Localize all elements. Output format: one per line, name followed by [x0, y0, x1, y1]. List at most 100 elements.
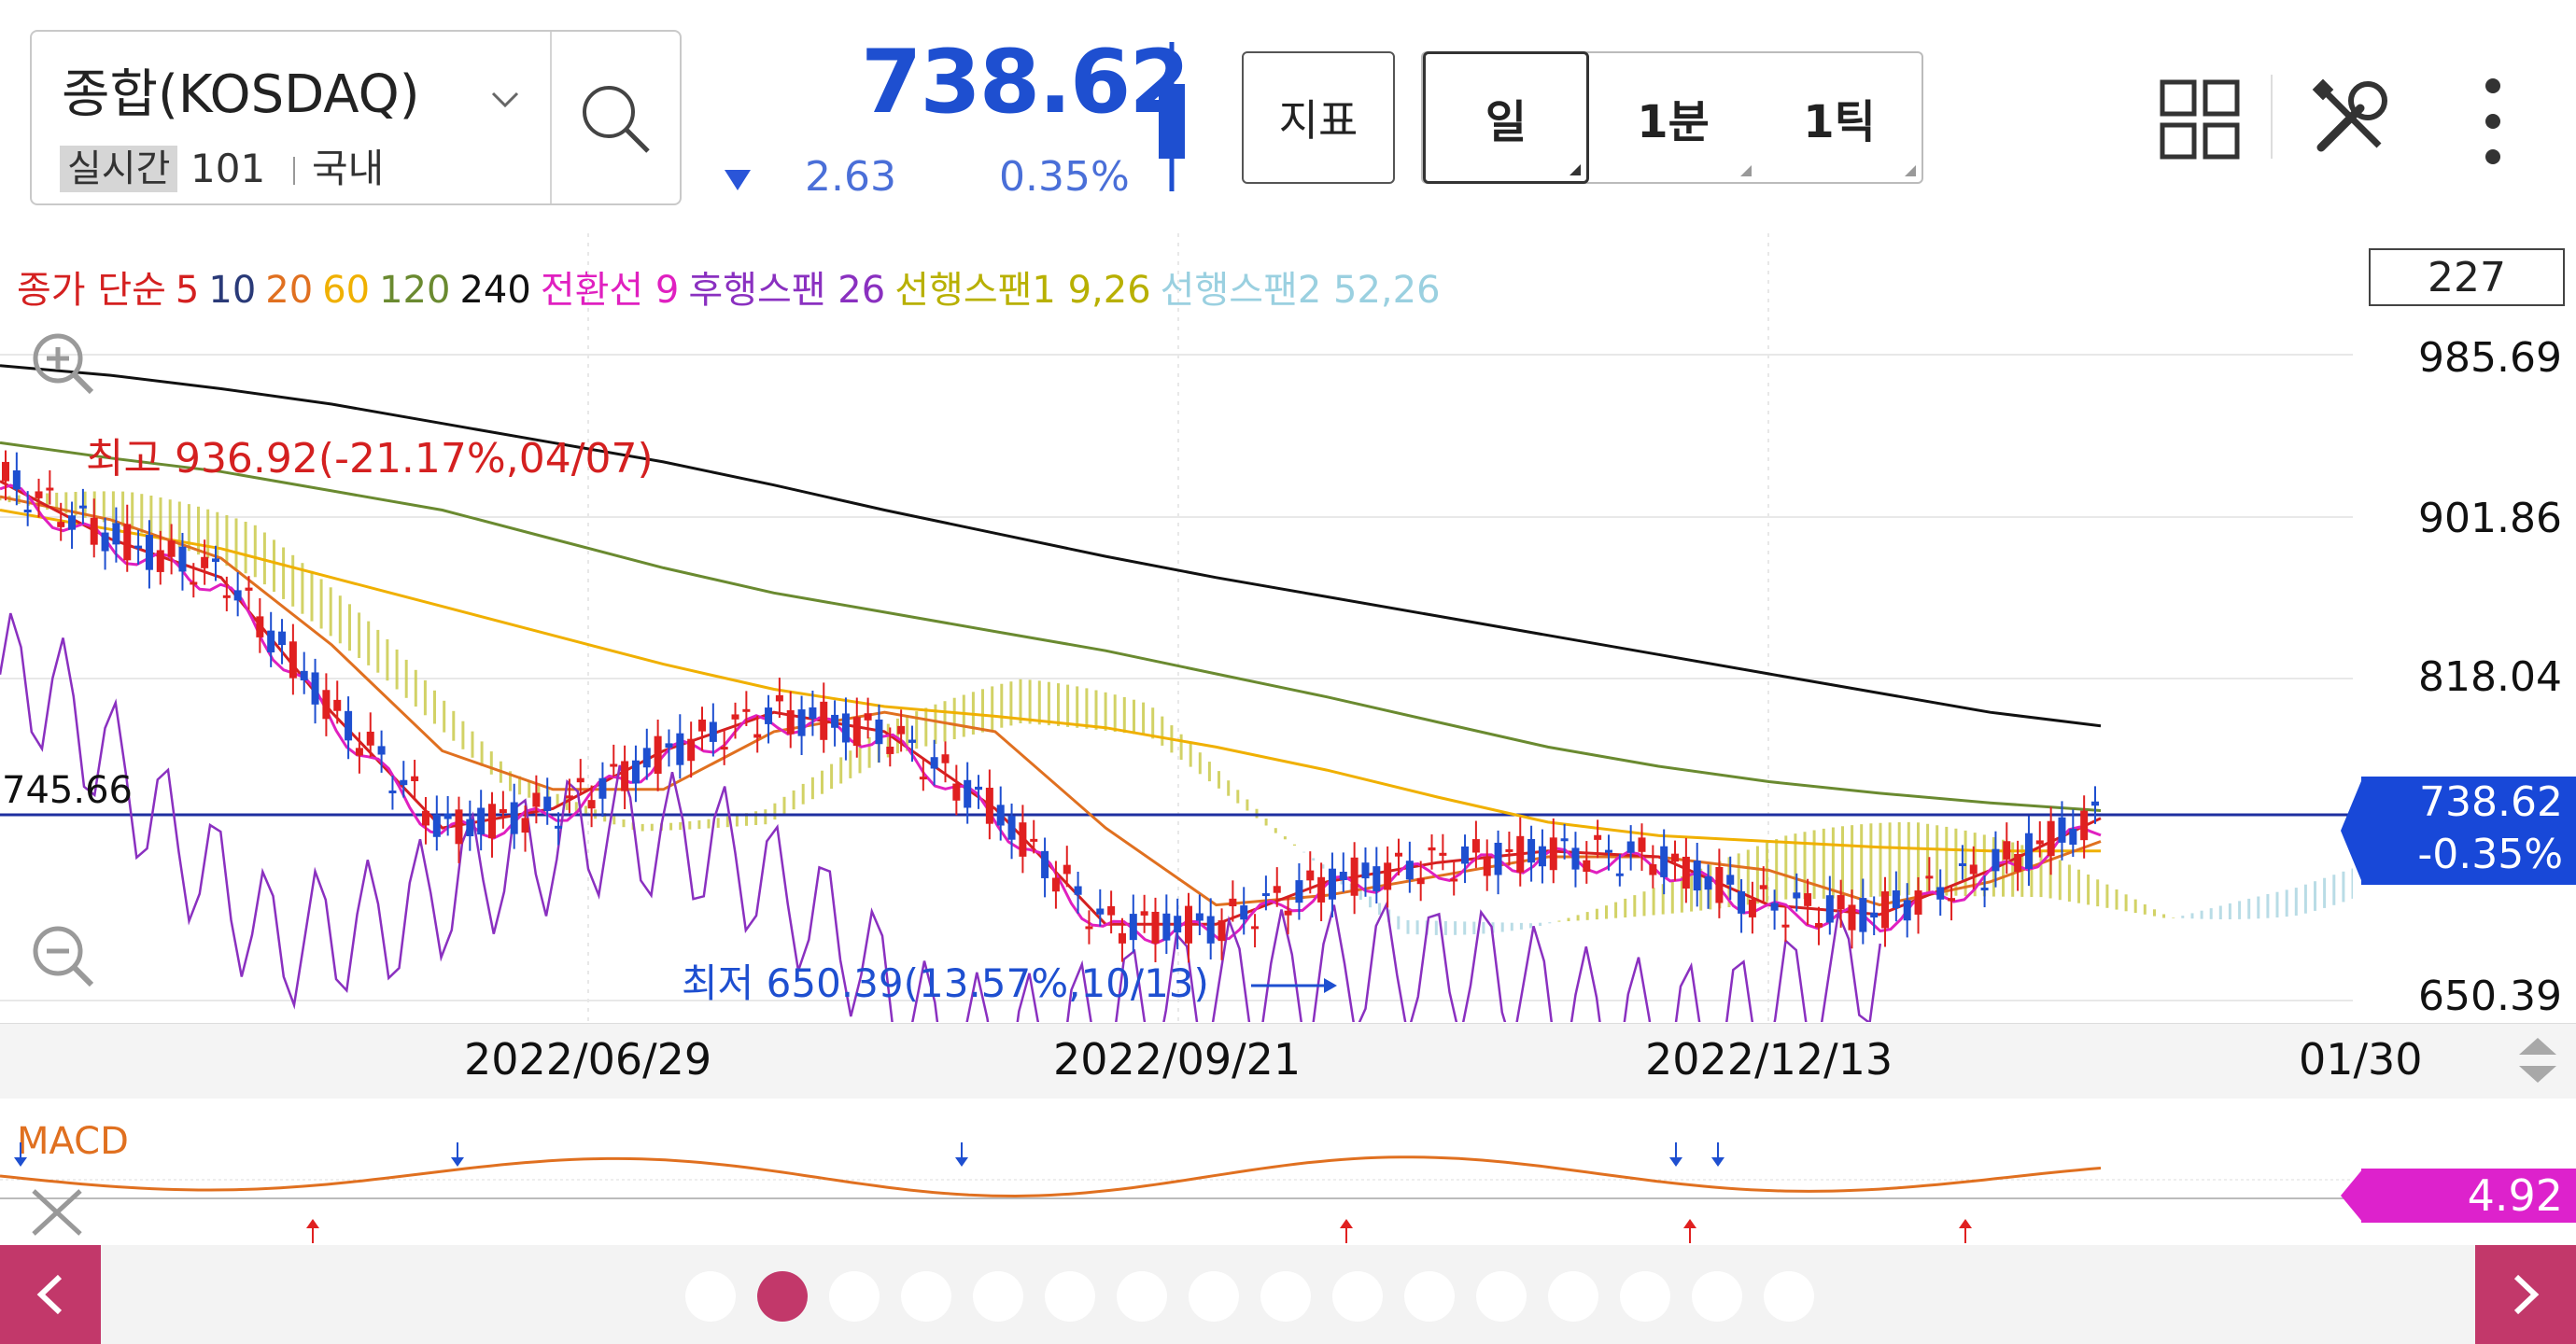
current-change-value: -0.35% — [2417, 831, 2563, 878]
candle — [775, 678, 783, 719]
current-price-value: 738.62 — [2419, 778, 2563, 826]
candle — [432, 795, 441, 851]
tools-icon[interactable] — [2304, 71, 2398, 164]
candle — [555, 812, 563, 846]
close-panel-icon[interactable] — [26, 1185, 88, 1239]
corner-mark — [1570, 164, 1581, 175]
chevron-down-icon[interactable] — [489, 83, 521, 115]
candle — [311, 658, 319, 724]
more-icon[interactable] — [2474, 75, 2512, 168]
candle — [698, 707, 706, 751]
corner-mark — [1905, 165, 1916, 176]
candle — [621, 745, 629, 810]
prev-page-button[interactable] — [0, 1245, 101, 1344]
visible-bar-count[interactable]: 227 — [2369, 248, 2565, 306]
candle — [134, 529, 143, 565]
candle — [1980, 875, 1989, 908]
legend-item: 후행스팬 26 — [688, 269, 886, 312]
symbol-name[interactable]: 종합(KOSDAQ) — [62, 64, 420, 125]
candle — [78, 488, 87, 525]
page-dot[interactable] — [829, 1271, 880, 1322]
candle — [1051, 861, 1060, 909]
candle — [46, 469, 54, 505]
candle — [1261, 875, 1270, 911]
page-dot[interactable] — [901, 1271, 951, 1322]
candle — [1527, 825, 1536, 882]
page-dot[interactable] — [1117, 1271, 1167, 1322]
page-dot[interactable] — [1332, 1271, 1383, 1322]
candle — [1649, 845, 1657, 889]
candle — [477, 790, 486, 851]
page-dot[interactable] — [757, 1271, 808, 1322]
macd-value-tag: 4.92 — [2341, 1169, 2576, 1223]
candle — [1538, 829, 1546, 884]
macd-chart[interactable] — [0, 1101, 2353, 1245]
arrow-up-icon — [1340, 1219, 1353, 1243]
candle — [1660, 829, 1668, 895]
price-chart[interactable]: 최고 936.92(-21.17%,04/07) 최저 650.39(13.57… — [0, 233, 2353, 1022]
candle — [985, 769, 993, 840]
candle — [455, 796, 463, 863]
search-icon[interactable] — [573, 77, 657, 161]
candle — [1859, 878, 1867, 945]
candle — [201, 539, 209, 585]
y-axis-label: 901.86 — [2418, 495, 2562, 542]
candle — [1317, 862, 1326, 922]
period-1tick[interactable]: 1틱 — [1757, 53, 1921, 182]
macd-label: MACD — [17, 1120, 129, 1163]
ma-line-60 — [0, 509, 2101, 853]
candle — [2035, 820, 2044, 858]
indicator-legend[interactable]: 종가 단순 5 10 20 60 120 240 전환선 9 후행스팬 26 선행스팬1 9,26… — [17, 259, 1450, 314]
page-dot[interactable] — [1548, 1271, 1598, 1322]
candle — [411, 760, 419, 799]
arrow-up-icon — [1683, 1219, 1696, 1243]
candle — [1372, 847, 1381, 904]
candle — [245, 576, 253, 610]
candle — [1638, 823, 1646, 871]
date-axis[interactable] — [0, 1023, 2576, 1099]
page-dot[interactable] — [1260, 1271, 1311, 1322]
corner-mark — [1740, 165, 1752, 176]
candle — [1948, 886, 1956, 921]
candle — [222, 576, 231, 611]
candle — [1604, 834, 1612, 871]
period-label: 일 — [1485, 96, 1527, 148]
legend-item: 선행스팬1 9,26 — [894, 269, 1151, 312]
period-label: 1틱 — [1803, 96, 1876, 148]
page-dot[interactable] — [1692, 1271, 1742, 1322]
date-label: 2022/09/21 — [1053, 1034, 1302, 1085]
zoom-in-icon[interactable] — [26, 327, 101, 401]
page-dot[interactable] — [1620, 1271, 1670, 1322]
candle — [665, 729, 673, 767]
zoom-out-icon[interactable] — [26, 919, 101, 994]
period-1min[interactable]: 1분 — [1589, 53, 1757, 182]
candle — [996, 786, 1005, 841]
period-label: 1분 — [1637, 96, 1710, 148]
axis-scroll-icon[interactable] — [2515, 1034, 2560, 1086]
arrow-down-icon — [1669, 1142, 1682, 1167]
indicator-button[interactable]: 지표 — [1242, 51, 1395, 184]
page-dot[interactable] — [1045, 1271, 1095, 1322]
page-dot[interactable] — [1764, 1271, 1814, 1322]
period-day[interactable]: 일 — [1423, 51, 1589, 184]
arrow-down-icon — [451, 1142, 464, 1167]
candle — [1350, 842, 1358, 915]
page-dot[interactable] — [1404, 1271, 1455, 1322]
candle — [598, 762, 607, 817]
candle-icon — [1159, 42, 1185, 191]
price-change: 2.63 — [805, 153, 896, 201]
page-dot[interactable] — [1189, 1271, 1239, 1322]
price-change-percent: 0.35% — [999, 153, 1130, 201]
candle — [1251, 914, 1260, 948]
symbol-selector[interactable]: 종합(KOSDAQ) 실시간 101 국내 — [30, 30, 682, 205]
page-dot[interactable] — [1476, 1271, 1527, 1322]
layout-grid-icon[interactable] — [2153, 73, 2246, 166]
candle — [278, 619, 287, 665]
candle — [1339, 852, 1347, 892]
page-dot[interactable] — [685, 1271, 736, 1322]
candle — [90, 498, 98, 558]
page-dot[interactable] — [973, 1271, 1023, 1322]
legend-item: 20 — [265, 269, 314, 312]
next-page-button[interactable] — [2475, 1245, 2576, 1344]
legend-item: 전환선 9 — [540, 269, 680, 312]
